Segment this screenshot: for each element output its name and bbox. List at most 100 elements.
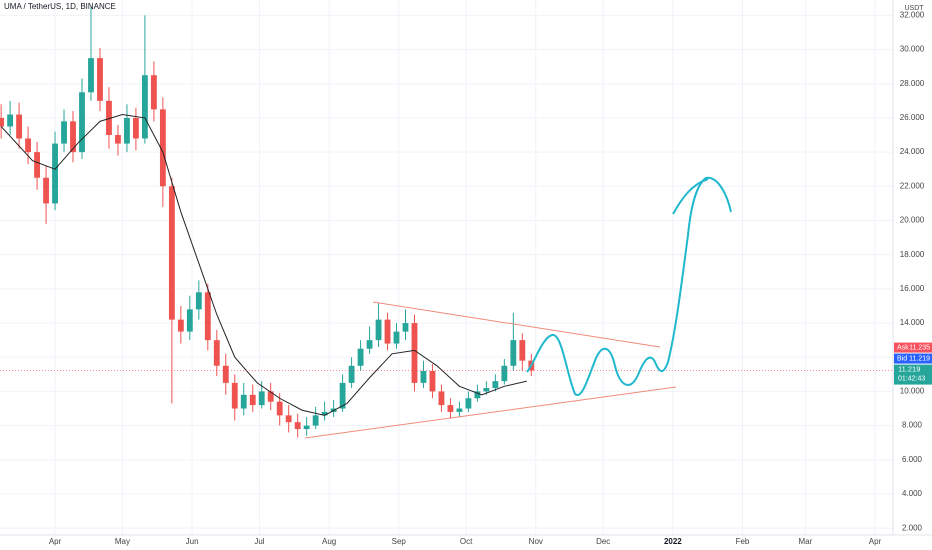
candle-body <box>465 398 472 409</box>
bid-box <box>894 353 932 364</box>
candle-body <box>258 391 265 406</box>
y-tick-label: 4.000 <box>902 489 923 498</box>
x-tick-label: Apr <box>49 537 62 546</box>
projection-hook <box>672 178 709 215</box>
candle-body <box>88 58 94 93</box>
ask-value: 11.235 <box>909 344 930 351</box>
moving-average <box>0 114 527 416</box>
x-tick-label: Dec <box>596 537 610 546</box>
x-tick-label: Mar <box>798 537 812 546</box>
x-tick-label: 2022 <box>664 537 682 546</box>
candle-body <box>492 381 499 389</box>
candle-body <box>249 394 256 406</box>
candle-body <box>402 323 409 332</box>
candle-body <box>420 370 427 383</box>
candle-body <box>141 75 148 139</box>
y-tick-label: 14.000 <box>900 318 925 327</box>
candle-body <box>294 422 301 430</box>
x-tick-label: Jun <box>186 537 199 546</box>
candle-body <box>231 382 238 409</box>
x-tick-label: Oct <box>460 537 473 546</box>
bid-label: Bid <box>897 355 907 362</box>
y-tick-label: 24.000 <box>900 147 925 156</box>
candle-body <box>267 391 274 402</box>
x-tick-label: Nov <box>529 537 543 546</box>
candle-body <box>168 186 175 320</box>
candle-body <box>7 114 14 127</box>
x-tick-label: Jul <box>254 537 264 546</box>
y-tick-label: 2.000 <box>902 523 923 532</box>
candle-body <box>510 340 517 366</box>
y-tick-label: 22.000 <box>900 181 925 190</box>
candle-body <box>43 177 49 204</box>
candle-body <box>384 319 391 344</box>
candle-body <box>285 415 292 423</box>
candle-body <box>447 405 454 412</box>
candle-body <box>276 401 283 416</box>
y-tick-label: 16.000 <box>900 284 925 293</box>
candle-body <box>79 92 85 153</box>
grid <box>0 0 893 535</box>
axes: 2.0004.0006.0008.00010.00012.00014.00016… <box>49 10 932 546</box>
candle-body <box>357 348 364 366</box>
candle-body <box>115 135 121 144</box>
price-value: 11.219 <box>898 365 920 374</box>
candle-body <box>348 365 355 383</box>
candle-body <box>474 391 481 399</box>
candle-body <box>16 114 23 139</box>
countdown: 01:42:43 <box>898 375 925 382</box>
candle-body <box>177 319 184 332</box>
candle-body <box>429 370 436 392</box>
candle-body <box>52 143 58 204</box>
candle-body <box>303 425 310 430</box>
candle-body <box>106 100 112 136</box>
trend-line-upper <box>372 301 661 348</box>
y-tick-label: 18.000 <box>900 250 925 259</box>
x-tick-label: May <box>115 537 130 546</box>
candle-body <box>393 331 400 344</box>
candle-body <box>34 152 40 178</box>
candle-body <box>222 365 229 383</box>
chart-title: UMA / TetherUS, 1D, BINANCE <box>4 2 116 11</box>
x-tick-label: Aug <box>322 537 336 546</box>
candle-body <box>438 391 445 406</box>
candle-body <box>124 117 130 144</box>
y-tick-label: 8.000 <box>902 421 923 430</box>
candle-body <box>0 117 5 127</box>
y-tick-label: 20.000 <box>900 216 925 225</box>
trend-line-lower <box>304 386 677 439</box>
y-tick-label: 26.000 <box>900 113 925 122</box>
x-tick-label: Sep <box>392 537 407 546</box>
candle-body <box>186 309 193 332</box>
candle-body <box>195 292 202 310</box>
y-tick-label: 6.000 <box>902 455 923 464</box>
candle-body <box>456 408 463 412</box>
candle-body <box>97 58 103 101</box>
y-tick-label: 30.000 <box>900 45 925 54</box>
ask-box <box>894 342 932 353</box>
candle-body <box>375 319 382 341</box>
bid-value: 11.219 <box>909 355 930 362</box>
y-tick-label: 28.000 <box>900 79 925 88</box>
candle-body <box>411 323 418 383</box>
candle-body <box>25 138 32 153</box>
plot <box>0 6 893 438</box>
candle-body <box>61 121 67 144</box>
candle-body <box>312 415 319 426</box>
candle-body <box>70 121 76 153</box>
x-tick-label: Apr <box>869 537 882 546</box>
candle-body <box>321 411 328 416</box>
y-tick-label: 32.000 <box>900 10 925 19</box>
currency-label: USDT <box>904 5 924 12</box>
candle-body <box>483 388 490 392</box>
candle-body <box>501 365 508 382</box>
candle-body <box>204 292 211 341</box>
y-tick-label: 10.000 <box>900 387 925 396</box>
projection-curve <box>526 176 732 396</box>
price-box <box>894 364 932 385</box>
x-tick-label: Feb <box>736 537 750 546</box>
candle-body <box>213 340 220 366</box>
candle-body <box>366 340 373 349</box>
candle-body <box>240 394 247 409</box>
